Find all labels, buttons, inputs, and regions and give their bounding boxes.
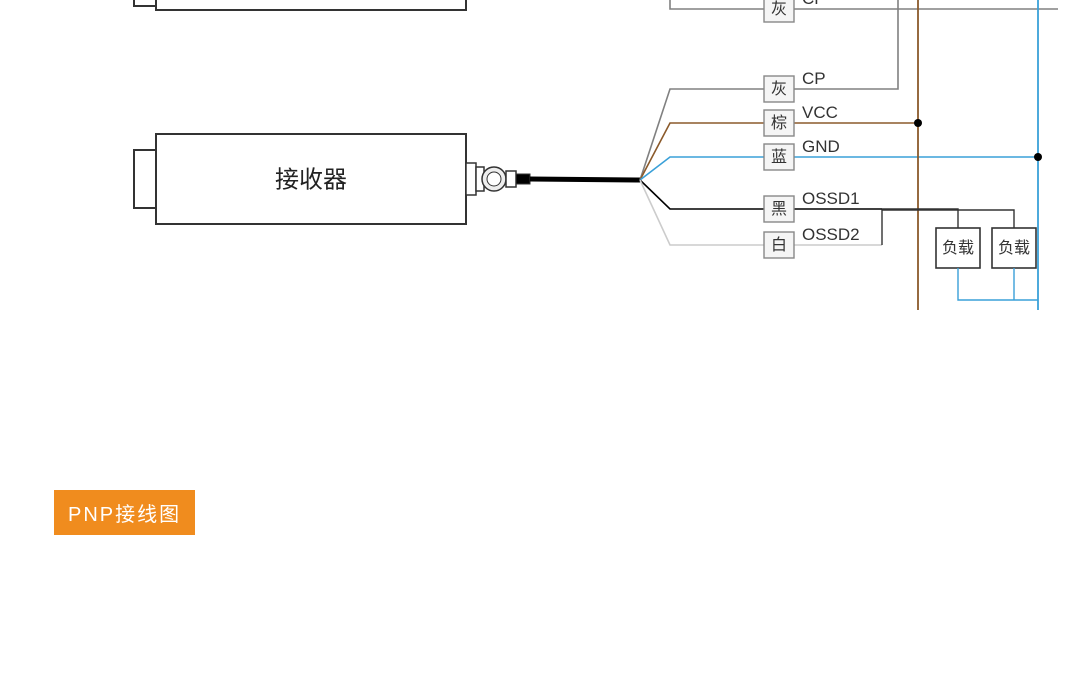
receiver-label: 接收器: [275, 166, 347, 193]
signal-label-gnd: GND: [802, 137, 840, 156]
signal-label-ossd1: OSSD1: [802, 189, 860, 208]
wire-box-label-tx_cp: 灰: [771, 0, 787, 18]
wire-gnd: [640, 157, 764, 180]
wire-box-label-gnd: 蓝: [771, 148, 787, 166]
wires-group: [640, 0, 1058, 245]
signal-label-tx_cp: CP: [802, 0, 826, 8]
cable-connector: [466, 163, 530, 195]
pnp-wiring-title: PNP接线图: [54, 490, 195, 535]
wiring-diagram: 接收器 灰灰棕蓝黑白 CPCPVCCGNDOSSD1OSSD2 负载负载: [0, 0, 1080, 675]
signal-labels: CP CP VCC GND OSSD1 OSSD2: [802, 0, 860, 244]
wire-tx_cp: [670, 0, 764, 9]
junction-vcc: [914, 119, 922, 127]
transmitter-top: [134, 0, 466, 10]
wire-box-label-ossd1: 黑: [771, 201, 787, 218]
wire-ossd1: [640, 180, 764, 209]
load-label-1: 负载: [998, 239, 1030, 257]
route-load0-gnd: [958, 268, 1038, 300]
wire-vcc: [640, 123, 764, 180]
junction-dots: [914, 119, 1042, 161]
route-ossd1: [882, 209, 958, 228]
cable-stub: [530, 179, 640, 180]
route-cp-rx: [882, 0, 898, 89]
wire-ossd2: [640, 180, 764, 245]
receiver-device: 接收器: [134, 134, 466, 224]
signal-label-vcc: VCC: [802, 103, 838, 122]
junction-gnd: [1034, 153, 1042, 161]
signal-label-rx_cp: CP: [802, 69, 826, 88]
wire-box-label-vcc: 棕: [771, 114, 787, 132]
wire-box-label-rx_cp: 灰: [771, 80, 787, 98]
signal-label-ossd2: OSSD2: [802, 225, 860, 244]
pnp-wiring-title-text: PNP接线图: [68, 504, 181, 526]
wire-color-boxes: 灰灰棕蓝黑白: [764, 0, 794, 258]
load-label-0: 负载: [942, 239, 974, 257]
loads-group: 负载 负载: [936, 228, 1036, 268]
wire-box-label-ossd2: 白: [771, 236, 787, 254]
